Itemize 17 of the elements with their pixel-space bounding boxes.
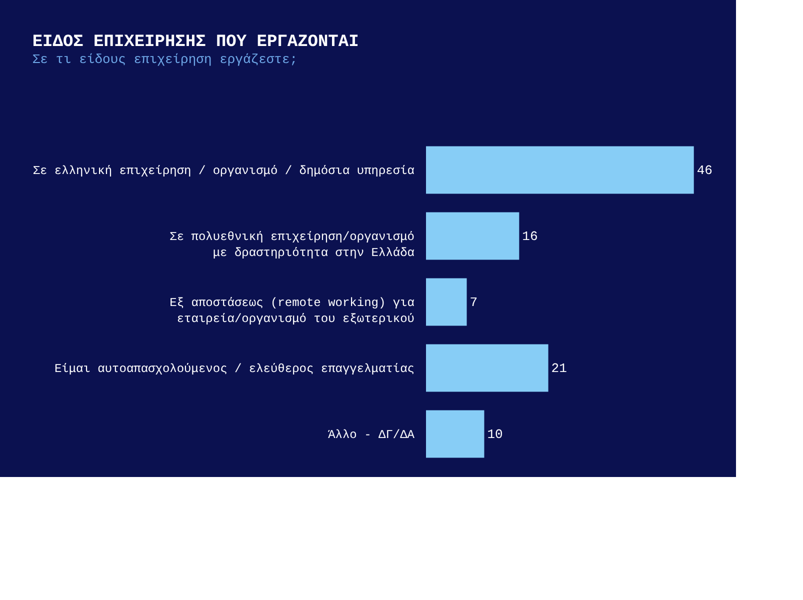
text: Σε τι είδους επιχείρηση εργάζεστε; [32,52,298,67]
data-label: 21 [551,361,568,376]
y-tick-label: Εξ αποστάσεως (remote working) για εταιρεία/οργανισμό του εξωτερικού [170,296,414,326]
bar [426,212,520,260]
y-tick-label: Σε πολυεθνική επιχείρηση/οργανισμό με δραστηριότητα στην Ελλάδα [170,230,414,260]
data-label: 46 [696,163,712,178]
data-label: 10 [487,427,503,442]
y-tick-label: Σε ελληνική επιχείρηση / οργανισμό / δημόσια υπηρεσία [32,164,414,178]
data-label: 7 [470,295,478,310]
data-label: 16 [522,229,538,244]
y-tick-label: Είμαι αυτοαπασχολούμενος / ελεύθερος επαγγελματίας [54,362,414,376]
bar [426,344,548,392]
bar [426,410,484,458]
bar [426,278,467,326]
y-tick-label: Άλλο - ΔΓ/ΔΑ [328,428,416,442]
bar [426,146,694,194]
text: ΕΙΔΟΣ ΕΠΙΧΕΙΡΗΣΗΣ ΠΟΥ ΕΡΓΑΖΟΝΤΑΙ [32,33,359,52]
